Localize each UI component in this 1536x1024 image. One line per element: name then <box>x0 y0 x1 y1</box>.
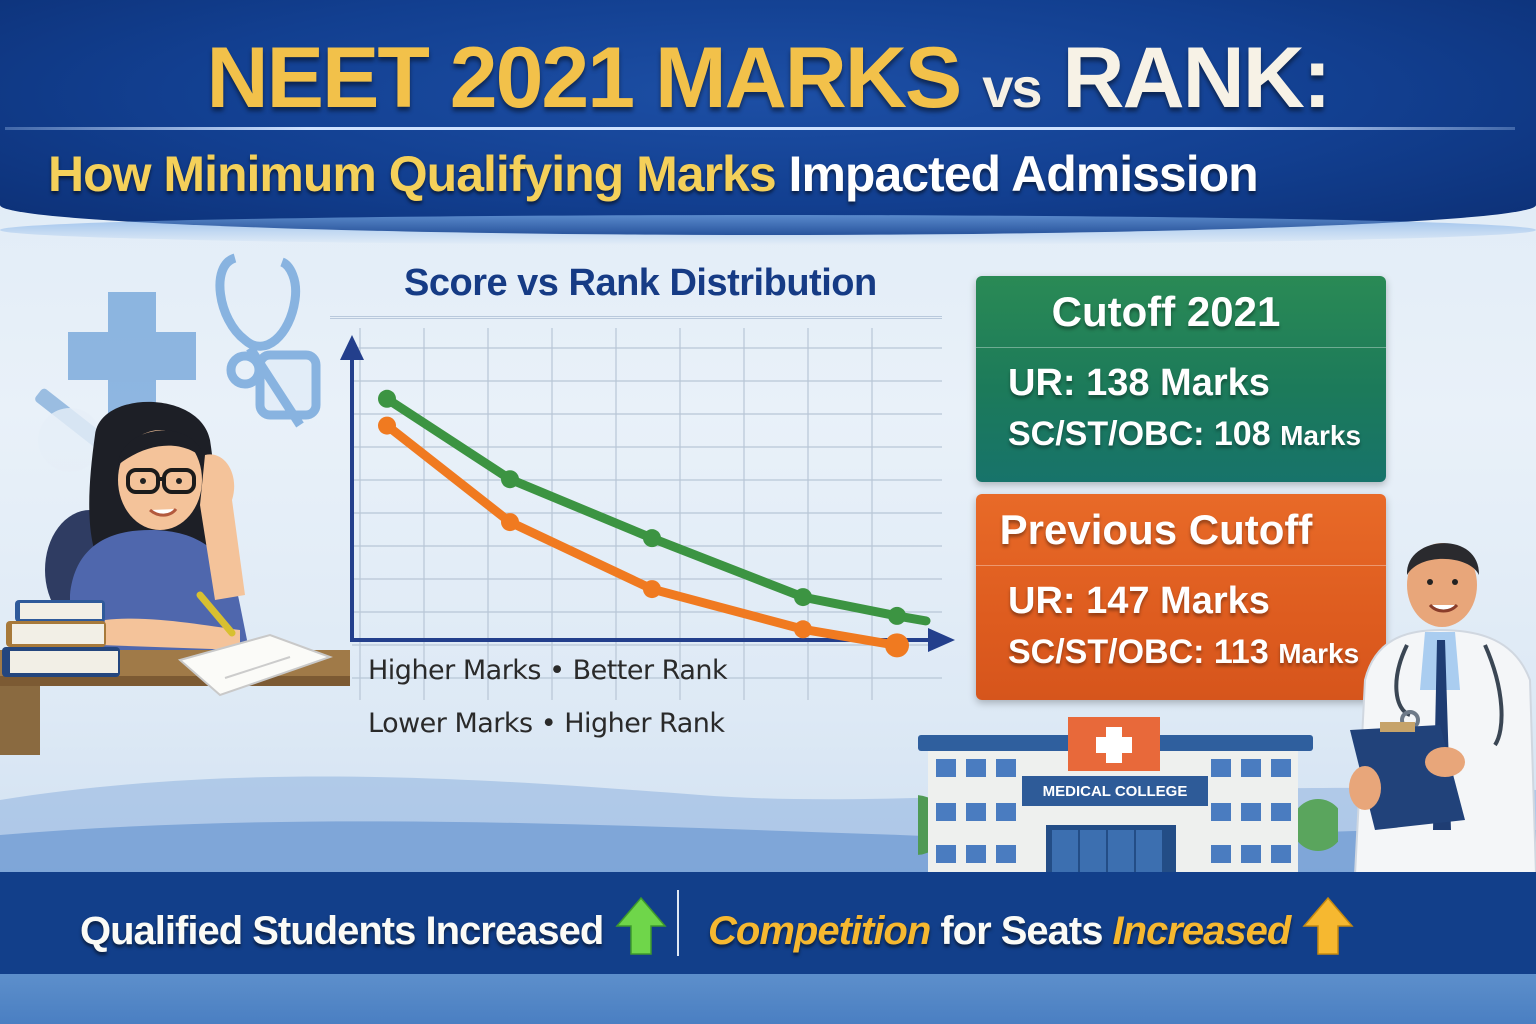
data-point <box>501 470 519 489</box>
data-point <box>794 588 812 607</box>
medical-icons-group <box>35 253 321 472</box>
footer-competition: Competition for Seats Increased <box>708 896 1354 966</box>
chart-grid <box>352 328 942 700</box>
syringe-icon <box>35 388 105 472</box>
header-banner: NEET 2021 MARKS vs RANK: How Minimum Qua… <box>0 0 1536 245</box>
chart-axes <box>340 335 955 652</box>
student-illustration <box>0 401 350 755</box>
chart-title-rule <box>330 316 942 319</box>
title-vs: vs <box>982 56 1042 119</box>
previous-cutoff-reserved-value: SC/ST/OBC: 113 <box>1008 633 1269 671</box>
title-marks: NEET 2021 MARKS <box>206 30 963 126</box>
footer-separator <box>677 890 679 956</box>
header-divider <box>5 127 1515 130</box>
page-title: NEET 2021 MARKS vs RANK: <box>0 28 1536 138</box>
footer-qualified-students: Qualified Students Increased <box>80 896 667 966</box>
chart-caption-lower-marks: Lower Marks • Higher Rank <box>368 708 725 739</box>
footer-left-text: Qualified Students Increased <box>80 908 604 953</box>
cutoff-2021-reserved: SC/ST/OBC: 108 Marks <box>976 415 1386 454</box>
up-arrow-green-icon <box>615 896 667 966</box>
data-point <box>885 633 909 658</box>
data-point <box>794 620 812 639</box>
subtitle-highlight: How Minimum Qualifying Marks <box>48 146 777 202</box>
up-arrow-yellow-icon <box>1302 896 1354 966</box>
cutoff-2021-ur: UR: 138 Marks <box>1008 362 1270 404</box>
medical-cross-icon <box>68 292 196 418</box>
previous-cutoff-ur: UR: 147 Marks <box>1008 580 1270 622</box>
chart-title: Score vs Rank Distribution <box>404 262 877 304</box>
cutoff-2021-card: Cutoff 2021 UR: 138 Marks SC/ST/OBC: 108… <box>976 276 1386 482</box>
medical-college-building: MEDICAL COLLEGE <box>918 717 1338 873</box>
footer-competition-word: Competition <box>708 908 931 953</box>
x-axis-arrow-icon <box>928 628 955 652</box>
data-point <box>643 580 661 599</box>
chart-caption-higher-marks: Higher Marks • Better Rank <box>368 655 728 686</box>
cutoff-2021-reserved-value: SC/ST/OBC: 108 <box>1008 415 1271 453</box>
stethoscope-icon <box>215 253 321 428</box>
footer-for-seats: for Seats <box>940 908 1103 953</box>
page-subtitle: How Minimum Qualifying Marks Impacted Ad… <box>48 142 1259 206</box>
data-point <box>378 416 396 435</box>
building-sign-label: MEDICAL COLLEGE <box>1043 783 1188 800</box>
previous-cutoff-card: Previous Cutoff UR: 147 Marks SC/ST/OBC:… <box>976 494 1386 700</box>
data-point <box>378 389 396 408</box>
cutoff-2021-heading: Cutoff 2021 <box>976 276 1386 348</box>
y-axis-arrow-icon <box>340 335 364 360</box>
cutoff-2021-reserved-unit: Marks <box>1280 420 1362 451</box>
previous-cutoff-reserved: SC/ST/OBC: 113 Marks <box>976 633 1386 672</box>
score-rank-line-chart <box>340 328 955 700</box>
footer-banner: Qualified Students Increased Competition… <box>0 872 1536 974</box>
footer-base-strip <box>0 974 1536 1024</box>
footer-increased-word: Increased <box>1112 908 1291 953</box>
title-rank: RANK: <box>1062 30 1331 126</box>
data-point <box>888 606 906 625</box>
chart-series <box>378 389 931 658</box>
data-point <box>643 529 661 548</box>
previous-cutoff-reserved-unit: Marks <box>1278 638 1360 669</box>
data-point <box>501 513 519 532</box>
doctor-illustration <box>1349 543 1536 875</box>
previous-cutoff-heading: Previous Cutoff <box>976 494 1386 566</box>
subtitle-rest: Impacted Admission <box>788 146 1259 202</box>
